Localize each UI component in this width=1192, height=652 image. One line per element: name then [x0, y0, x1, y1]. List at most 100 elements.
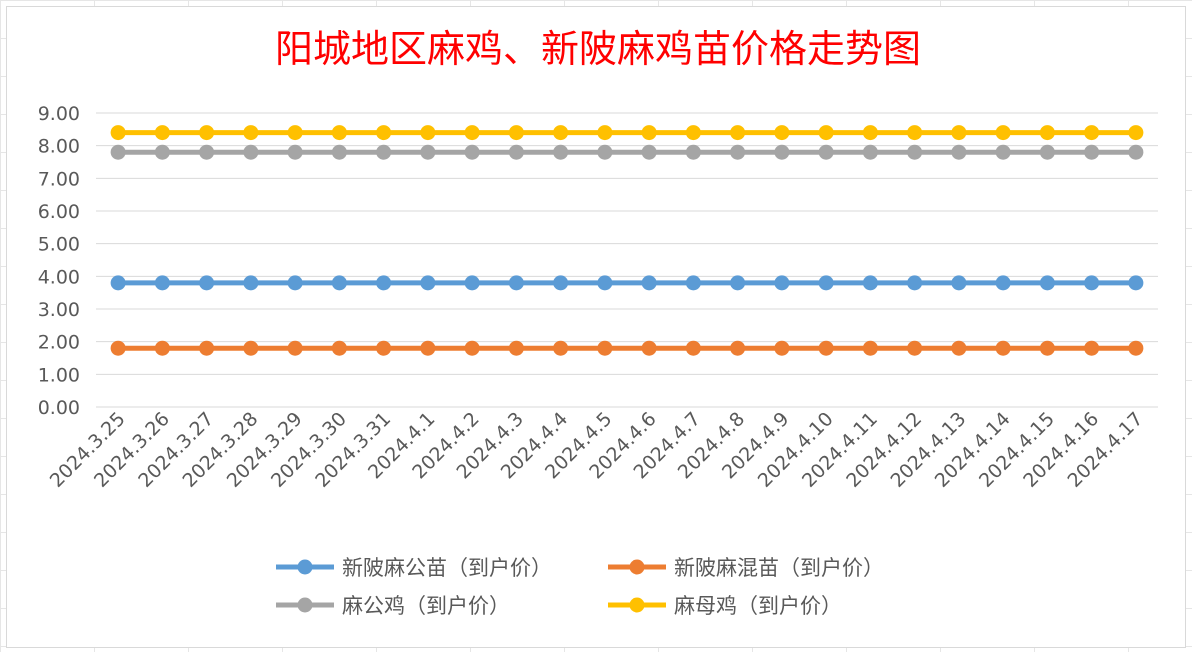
- data-point: [730, 275, 746, 291]
- data-point: [818, 125, 834, 141]
- data-point: [685, 275, 701, 291]
- data-point: [818, 144, 834, 160]
- data-point: [597, 125, 613, 141]
- data-point: [110, 144, 126, 160]
- data-point: [641, 275, 657, 291]
- data-point: [331, 144, 347, 160]
- data-point: [464, 144, 480, 160]
- data-point: [464, 275, 480, 291]
- data-point: [243, 144, 259, 160]
- data-point: [331, 275, 347, 291]
- data-point: [597, 340, 613, 356]
- legend-item: 新陂麻公苗（到户价）: [276, 556, 552, 580]
- data-point: [685, 340, 701, 356]
- data-point: [774, 144, 790, 160]
- y-tick-label: 1.00: [38, 364, 80, 386]
- data-point: [331, 340, 347, 356]
- data-point: [951, 275, 967, 291]
- data-point: [1084, 125, 1100, 141]
- legend-marker: [629, 597, 645, 613]
- data-point: [199, 125, 215, 141]
- legend-marker: [297, 597, 313, 613]
- data-point: [774, 275, 790, 291]
- legend-item: 麻母鸡（到户价）: [608, 594, 842, 618]
- y-tick-label: 3.00: [38, 299, 80, 321]
- data-point: [243, 275, 259, 291]
- data-point: [464, 125, 480, 141]
- data-point: [1128, 275, 1144, 291]
- legend-marker: [629, 559, 645, 575]
- data-point: [376, 125, 392, 141]
- data-point: [995, 125, 1011, 141]
- data-point: [862, 340, 878, 356]
- data-point: [287, 144, 303, 160]
- data-point: [685, 125, 701, 141]
- legend-label: 新陂麻公苗（到户价）: [342, 556, 552, 580]
- data-point: [907, 340, 923, 356]
- data-point: [331, 125, 347, 141]
- gridlines: [96, 112, 1158, 408]
- data-point: [287, 275, 303, 291]
- series-group: [110, 125, 1144, 356]
- data-point: [508, 144, 524, 160]
- data-point: [199, 275, 215, 291]
- data-point: [1084, 275, 1100, 291]
- data-point: [818, 340, 834, 356]
- data-point: [553, 275, 569, 291]
- data-point: [420, 275, 436, 291]
- legend-item: 新陂麻混苗（到户价）: [608, 556, 884, 580]
- x-axis-ticks: 2024.3.252024.3.262024.3.272024.3.282024…: [46, 408, 1148, 492]
- y-tick-label: 5.00: [38, 234, 80, 256]
- data-point: [641, 340, 657, 356]
- data-point: [154, 125, 170, 141]
- y-tick-label: 2.00: [38, 332, 80, 354]
- legend-label: 麻公鸡（到户价）: [342, 594, 510, 618]
- data-point: [951, 340, 967, 356]
- data-point: [287, 340, 303, 356]
- data-point: [730, 144, 746, 160]
- data-point: [862, 275, 878, 291]
- data-point: [1039, 275, 1055, 291]
- data-point: [376, 275, 392, 291]
- data-point: [1084, 340, 1100, 356]
- data-point: [641, 144, 657, 160]
- data-point: [1039, 125, 1055, 141]
- legend-label: 麻母鸡（到户价）: [674, 594, 842, 618]
- data-point: [154, 340, 170, 356]
- data-point: [774, 340, 790, 356]
- data-point: [110, 275, 126, 291]
- data-point: [685, 144, 701, 160]
- data-point: [553, 144, 569, 160]
- data-point: [243, 125, 259, 141]
- data-point: [508, 340, 524, 356]
- data-point: [907, 125, 923, 141]
- data-point: [420, 340, 436, 356]
- data-point: [907, 275, 923, 291]
- legend-marker: [297, 559, 313, 575]
- data-point: [110, 125, 126, 141]
- data-point: [862, 144, 878, 160]
- data-point: [995, 144, 1011, 160]
- data-point: [154, 275, 170, 291]
- data-point: [243, 340, 259, 356]
- data-point: [995, 275, 1011, 291]
- y-tick-label: 0.00: [38, 397, 80, 419]
- data-point: [287, 125, 303, 141]
- series-2: [110, 144, 1144, 160]
- series-1: [110, 340, 1144, 356]
- data-point: [508, 275, 524, 291]
- series-3: [110, 125, 1144, 141]
- data-point: [951, 144, 967, 160]
- data-point: [110, 340, 126, 356]
- y-tick-label: 9.00: [38, 103, 80, 125]
- data-point: [1128, 340, 1144, 356]
- data-point: [464, 340, 480, 356]
- data-point: [553, 125, 569, 141]
- legend-label: 新陂麻混苗（到户价）: [674, 556, 884, 580]
- data-point: [1128, 125, 1144, 141]
- data-point: [995, 340, 1011, 356]
- data-point: [508, 125, 524, 141]
- data-point: [862, 125, 878, 141]
- data-point: [1084, 144, 1100, 160]
